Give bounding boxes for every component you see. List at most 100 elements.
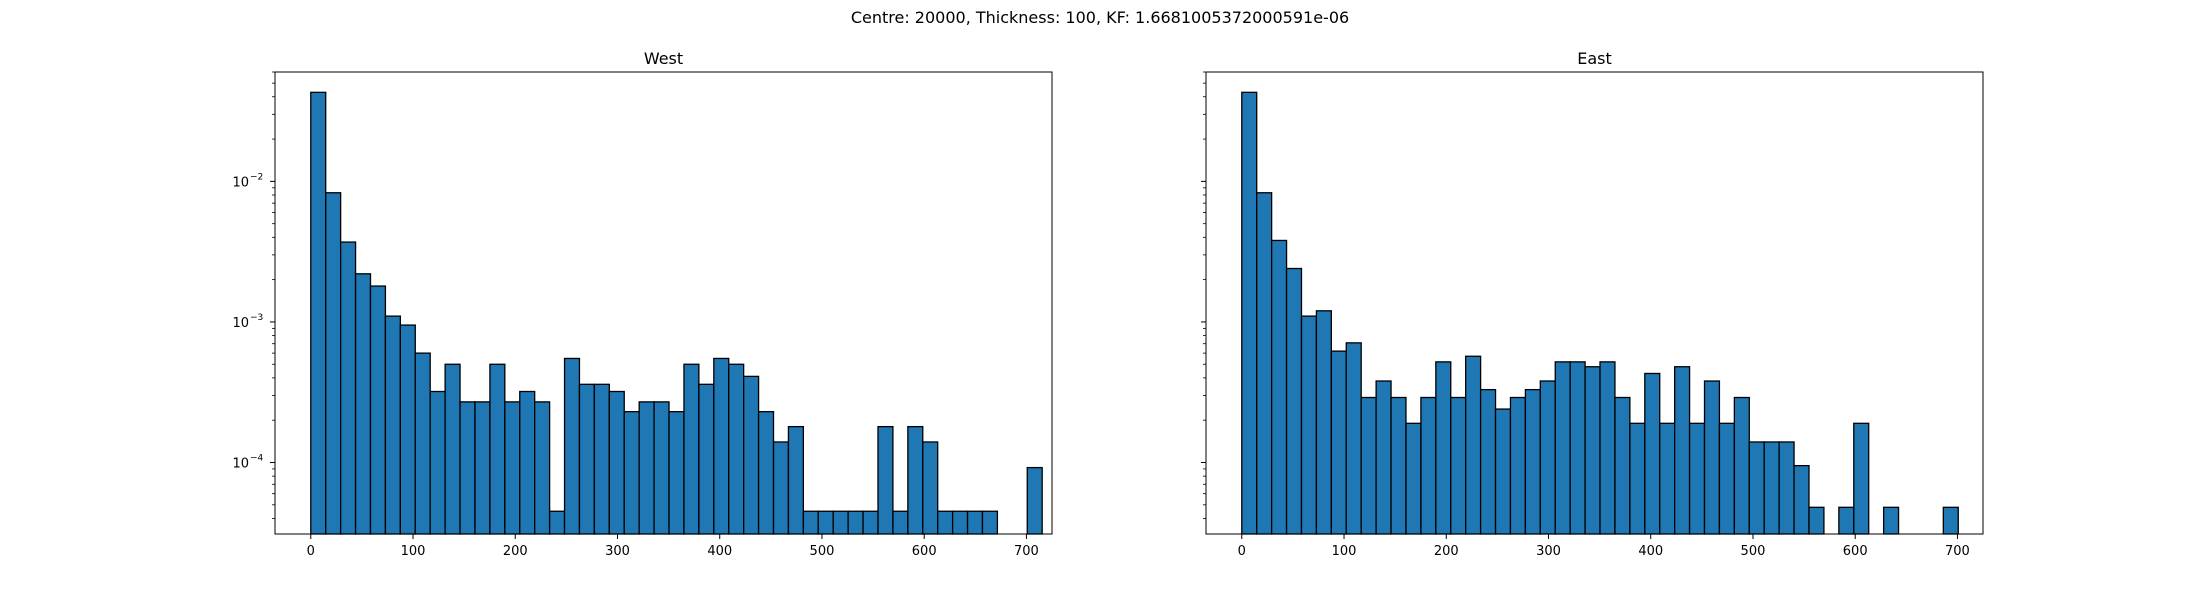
east-bar — [1465, 355, 1482, 535]
west-bar — [384, 315, 401, 535]
east-bar — [1659, 422, 1676, 535]
west-bar — [743, 375, 760, 535]
east-bar — [1345, 342, 1362, 535]
east-bar — [1733, 396, 1750, 535]
west-bar — [489, 363, 506, 535]
west-bar — [354, 273, 372, 535]
west-bar — [1026, 466, 1043, 535]
west-bar — [578, 383, 596, 535]
west-bar — [444, 363, 461, 535]
west-bar — [339, 241, 357, 535]
east-bar — [1509, 396, 1527, 535]
east-bar — [1524, 388, 1541, 535]
east-bar — [1569, 361, 1586, 535]
west-ytick-label-exponent: −3 — [250, 313, 263, 323]
east-bar — [1330, 350, 1347, 535]
west-bar — [623, 411, 640, 535]
west-xtick-label: 300 — [605, 544, 630, 559]
west-bar — [563, 357, 581, 535]
east-bar — [1405, 422, 1422, 535]
east-bar — [1479, 388, 1497, 535]
east-bar — [1390, 396, 1407, 535]
east-bar — [1882, 506, 1900, 535]
west-bar — [892, 510, 909, 535]
east-bar — [1494, 408, 1512, 535]
east-bar — [1629, 422, 1646, 535]
east-xtick-label: 0 — [1238, 544, 1246, 559]
west-bar — [713, 357, 730, 535]
east-xtick-label: 100 — [1332, 544, 1357, 559]
west-ytick-label: 10 — [232, 175, 249, 190]
west-xtick-label: 700 — [1014, 544, 1039, 559]
east-bar — [1763, 441, 1780, 535]
west-bar — [653, 401, 670, 535]
east-bar — [1853, 422, 1870, 535]
east-bar — [1942, 506, 1959, 535]
west-bar — [325, 192, 342, 535]
east-title: East — [1577, 49, 1612, 68]
east-bar — [1718, 422, 1736, 535]
east-bar — [1435, 361, 1452, 535]
east-bar — [1539, 380, 1556, 535]
west-bar — [668, 411, 685, 535]
east-xtick-label: 500 — [1741, 544, 1766, 559]
east-bar — [1599, 361, 1616, 535]
west-bar — [429, 390, 446, 535]
west-bar — [414, 352, 431, 535]
west-bar — [757, 411, 775, 535]
west-ytick-label: 10 — [232, 316, 249, 331]
east-bar — [1360, 396, 1377, 535]
east-bar — [1420, 396, 1437, 535]
west-bar — [817, 510, 834, 535]
east-bar — [1584, 366, 1601, 535]
east-xtick-label: 700 — [1945, 544, 1970, 559]
west-bar — [534, 401, 551, 535]
west-bar — [608, 390, 625, 535]
west-xtick-label: 100 — [401, 544, 426, 559]
figure-suptitle: Centre: 20000, Thickness: 100, KF: 1.668… — [850, 8, 1350, 27]
east-bar — [1838, 506, 1855, 535]
west-ytick-label-exponent: −4 — [250, 454, 264, 464]
east-bar — [1315, 310, 1332, 535]
east-bar — [1241, 91, 1258, 535]
east-xtick-label: 200 — [1434, 544, 1459, 559]
west-xtick-label: 600 — [912, 544, 937, 559]
west-bar — [907, 425, 924, 535]
east-bar — [1285, 267, 1303, 535]
east-bar — [1554, 361, 1571, 535]
west-xtick-label: 200 — [503, 544, 528, 559]
west-bar — [698, 383, 715, 535]
west-bar — [832, 510, 849, 535]
west-bar — [937, 510, 954, 535]
east-bar — [1748, 441, 1765, 535]
east-xtick-label: 600 — [1843, 544, 1868, 559]
west-frame — [274, 71, 1053, 535]
west-bar — [519, 390, 536, 535]
west-bar — [474, 401, 491, 535]
west-ytick-label: 10 — [232, 457, 249, 472]
west-bar — [877, 425, 894, 535]
east-bar — [1270, 239, 1288, 535]
east-bar — [1450, 396, 1467, 535]
west-bar — [728, 363, 745, 535]
west-title: West — [644, 49, 683, 68]
west-xtick-label: 400 — [707, 544, 732, 559]
west-bar — [399, 324, 416, 535]
west-bar — [369, 285, 387, 535]
east-bar — [1703, 380, 1721, 535]
east-bar — [1614, 396, 1631, 535]
west-bar — [951, 510, 969, 535]
west-bar — [847, 510, 864, 535]
west-bar — [459, 401, 476, 535]
east-bar — [1688, 422, 1706, 535]
west-bar — [772, 441, 790, 535]
west-bar — [862, 510, 879, 535]
east-bar — [1793, 464, 1810, 535]
east-xtick-label: 300 — [1536, 544, 1561, 559]
west-bar — [310, 91, 327, 535]
west-bar — [638, 401, 655, 535]
east-bar — [1300, 315, 1318, 535]
west-xtick-label: 500 — [810, 544, 835, 559]
